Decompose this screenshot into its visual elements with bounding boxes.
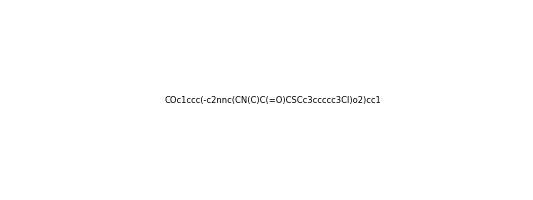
Text: COc1ccc(-c2nnc(CN(C)C(=O)CSCc3ccccc3Cl)o2)cc1: COc1ccc(-c2nnc(CN(C)C(=O)CSCc3ccccc3Cl)o… bbox=[165, 97, 382, 106]
